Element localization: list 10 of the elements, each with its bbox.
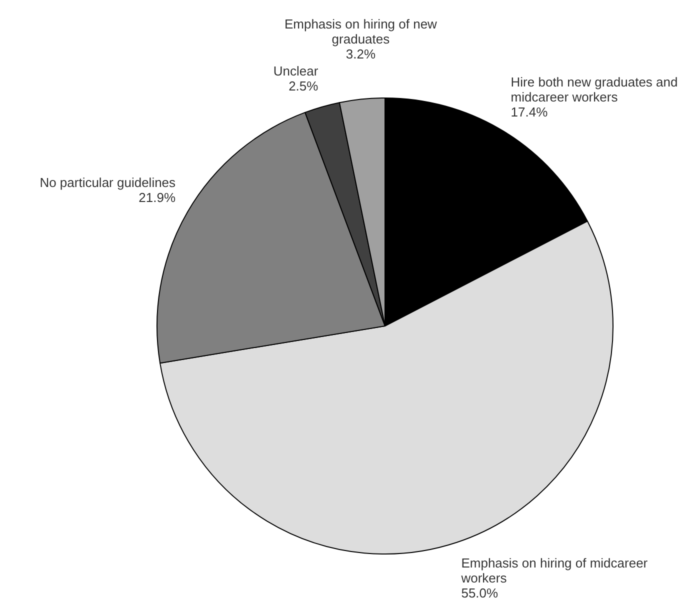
data-label: 21.9% [138, 190, 176, 205]
slice-label: No particular guidelines [40, 174, 176, 190]
slice-label: Emphasis on hiring of midcareer workers [460, 556, 648, 586]
data-label: 17.4% [510, 104, 548, 120]
data-label: 55.0% [461, 586, 499, 601]
slice-label: Hire both new graduates and midcareer workers [510, 74, 678, 104]
slice-label: Unclear [273, 63, 319, 78]
data-label: 3.2% [346, 46, 376, 62]
data-label: 2.5% [288, 78, 319, 94]
slice-label: Emphasis on hiring of new graduates [284, 16, 438, 46]
